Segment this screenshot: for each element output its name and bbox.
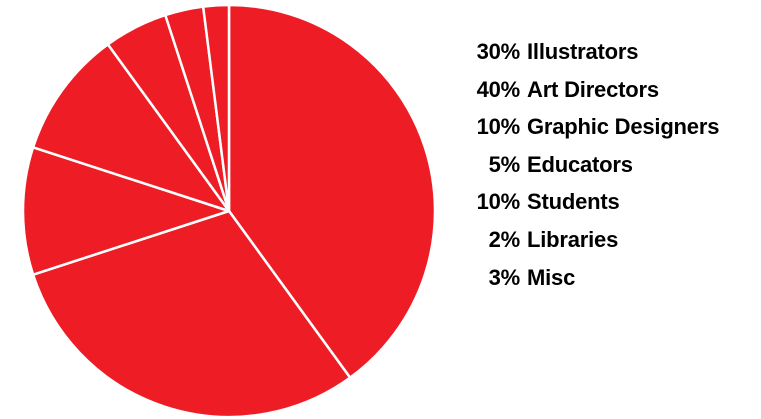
pie-slice-illustrators	[31, 209, 352, 419]
legend-item-art-directors: 40% Art Directors	[440, 77, 719, 115]
legend-percent: 10%	[476, 114, 521, 140]
legend-label: Misc	[527, 264, 576, 290]
legend-percent: 5%	[488, 151, 521, 177]
legend-label: Art Directors	[527, 76, 659, 102]
legend-label: Illustrators	[527, 39, 639, 64]
legend-label: Students	[527, 189, 620, 215]
legend-item-libraries: 2% Libraries	[440, 227, 719, 265]
legend-item-graphic-designers: 10% Graphic Designers	[440, 114, 720, 152]
legend-item-students: 10% Students	[440, 189, 719, 227]
legend-percent: 40%	[476, 76, 521, 102]
pie-slice-graphic-designers	[21, 146, 231, 276]
legend-percent: 30%	[476, 39, 521, 64]
legend-percent: 2%	[488, 226, 521, 252]
legend-label: Educators	[527, 151, 633, 177]
legend-label: Graphic Designers	[527, 114, 720, 140]
legend-item-illustrators: 30% Illustrators	[440, 39, 719, 77]
pie-slice-students	[31, 43, 231, 213]
legend-item-educators: 5% Educators	[440, 152, 719, 190]
pie-slice-art-directors	[227, 3, 437, 379]
legend-percent: 10%	[476, 189, 521, 215]
legend-percent: 3%	[488, 264, 521, 290]
pie-slices	[21, 3, 437, 419]
legend-item-misc: 3% Misc	[440, 265, 719, 303]
chart-legend: 30% Illustrators 40% Art Directors 10% G…	[440, 39, 720, 303]
legend-label: Libraries	[527, 226, 619, 252]
pie-slice-libraries	[201, 3, 231, 213]
